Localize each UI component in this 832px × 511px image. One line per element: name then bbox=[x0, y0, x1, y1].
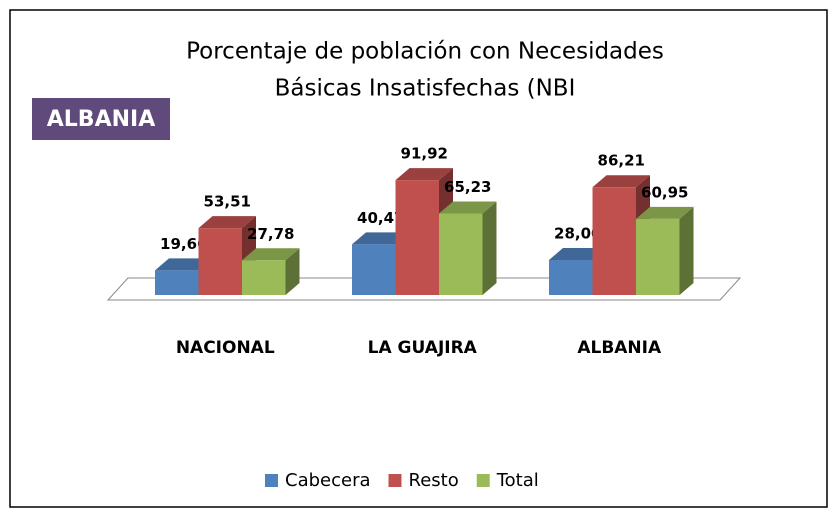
bar-face bbox=[592, 187, 636, 295]
bar-face bbox=[352, 232, 410, 245]
data-label: 19,66 bbox=[160, 235, 207, 253]
legend-label: Cabecera bbox=[285, 470, 371, 491]
legend-swatch bbox=[388, 474, 402, 487]
badge bbox=[32, 98, 170, 140]
bar-face bbox=[439, 201, 497, 214]
data-label: 53,51 bbox=[204, 193, 251, 211]
bar-face bbox=[549, 260, 593, 295]
data-label: 60,95 bbox=[641, 183, 688, 201]
legend-swatch bbox=[476, 474, 490, 487]
legend-swatch bbox=[265, 474, 278, 487]
x-tick-label: NACIONAL bbox=[176, 338, 275, 358]
bar-face bbox=[439, 213, 483, 295]
bar-face bbox=[482, 201, 497, 295]
badge-label: ALBANIA bbox=[47, 107, 155, 132]
bar-face bbox=[285, 248, 300, 295]
data-label: 91,92 bbox=[401, 145, 448, 163]
bar bbox=[242, 248, 300, 295]
bar-face bbox=[198, 228, 242, 295]
bar-face bbox=[155, 270, 199, 295]
bar-face bbox=[395, 168, 453, 181]
bar-face bbox=[636, 206, 694, 219]
data-label: 27,78 bbox=[247, 225, 294, 243]
bar-face bbox=[592, 175, 650, 188]
data-label: 40,47 bbox=[357, 209, 404, 227]
bar-face bbox=[549, 248, 607, 260]
bar-face bbox=[352, 244, 396, 295]
bar-face bbox=[679, 206, 694, 295]
bar-face bbox=[198, 216, 256, 229]
x-tick-label: ALBANIA bbox=[577, 338, 662, 358]
data-label: 86,21 bbox=[598, 152, 645, 170]
chart-title: Básicas Insatisfechas (NBI bbox=[275, 76, 576, 102]
bar-face bbox=[395, 180, 439, 295]
bar bbox=[636, 206, 694, 295]
legend-label: Total bbox=[496, 470, 539, 491]
data-label: 65,23 bbox=[444, 178, 491, 196]
bar bbox=[439, 201, 497, 295]
bar-face bbox=[242, 248, 300, 261]
legend-label: Resto bbox=[409, 470, 459, 491]
bar-face bbox=[242, 260, 286, 295]
bar-face bbox=[636, 218, 680, 295]
data-label: 28,00 bbox=[554, 225, 601, 243]
x-tick-label: LA GUAJIRA bbox=[368, 338, 478, 358]
bar-face bbox=[155, 258, 213, 271]
chart-title: Porcentaje de población con Necesidades bbox=[186, 39, 664, 65]
